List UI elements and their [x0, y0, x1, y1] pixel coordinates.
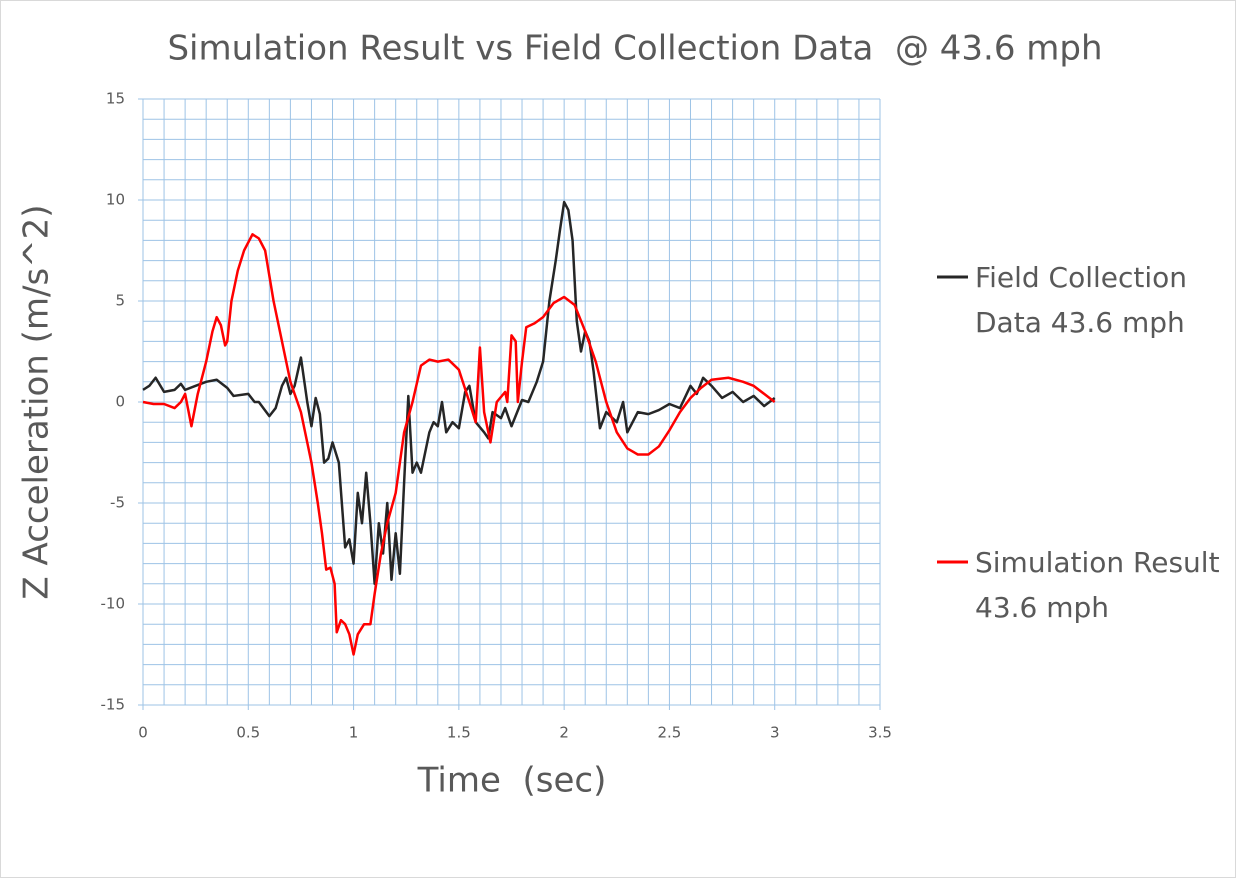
x-tick-label: 1 [349, 724, 359, 742]
series-line [142, 233, 776, 656]
y-tick-label: -5 [110, 494, 125, 512]
legend-label: Field Collection Data 43.6 mph [975, 261, 1188, 339]
x-tick-label: 0 [138, 724, 148, 742]
y-tick-label: 0 [115, 393, 125, 411]
x-tick-label: 1.5 [447, 724, 471, 742]
x-tick-label: 0.5 [236, 724, 260, 742]
plot [142, 200, 776, 656]
x-tick-label: 3.5 [868, 724, 892, 742]
x-tick-label: 2.5 [657, 724, 681, 742]
series-line [142, 200, 776, 586]
x-axis-label: Time (sec) [417, 761, 607, 801]
x-tick-label: 3 [770, 724, 780, 742]
chart-title: Simulation Result vs Field Collection Da… [167, 29, 1102, 69]
y-tick-label: 15 [106, 90, 125, 108]
y-axis-label: Z Acceleration (m/s^2) [17, 204, 57, 599]
legend-label: Simulation Result 43.6 mph [975, 546, 1220, 624]
grid [138, 98, 881, 710]
y-tick-label: -10 [101, 595, 126, 613]
y-tick-label: 10 [106, 191, 125, 209]
y-tick-label: 5 [115, 292, 125, 310]
y-tick-label: -15 [101, 696, 126, 714]
x-tick-label: 2 [559, 724, 569, 742]
